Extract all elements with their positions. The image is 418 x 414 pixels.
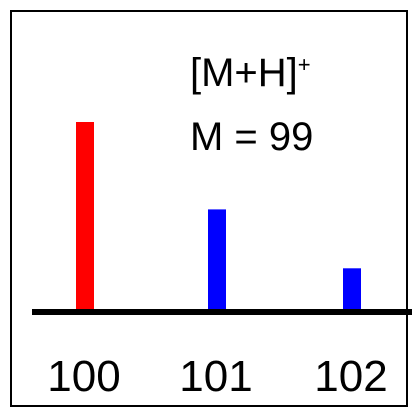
x-tick-label-101: 101 xyxy=(179,352,252,401)
chart-frame xyxy=(10,10,408,407)
ion-annotation: [M+H]+ xyxy=(190,51,311,95)
charge-superscript: + xyxy=(298,52,311,77)
x-tick-labels: 100 101 102 xyxy=(47,352,387,401)
bar-101 xyxy=(208,209,226,312)
bar-100 xyxy=(76,122,94,312)
x-tick-label-102: 102 xyxy=(314,352,387,401)
mass-annotation: M = 99 xyxy=(190,115,313,159)
ion-label: [M+H] xyxy=(190,51,298,95)
x-tick-label-100: 100 xyxy=(47,352,120,401)
bars-group xyxy=(76,122,361,312)
bar-102 xyxy=(343,268,361,312)
